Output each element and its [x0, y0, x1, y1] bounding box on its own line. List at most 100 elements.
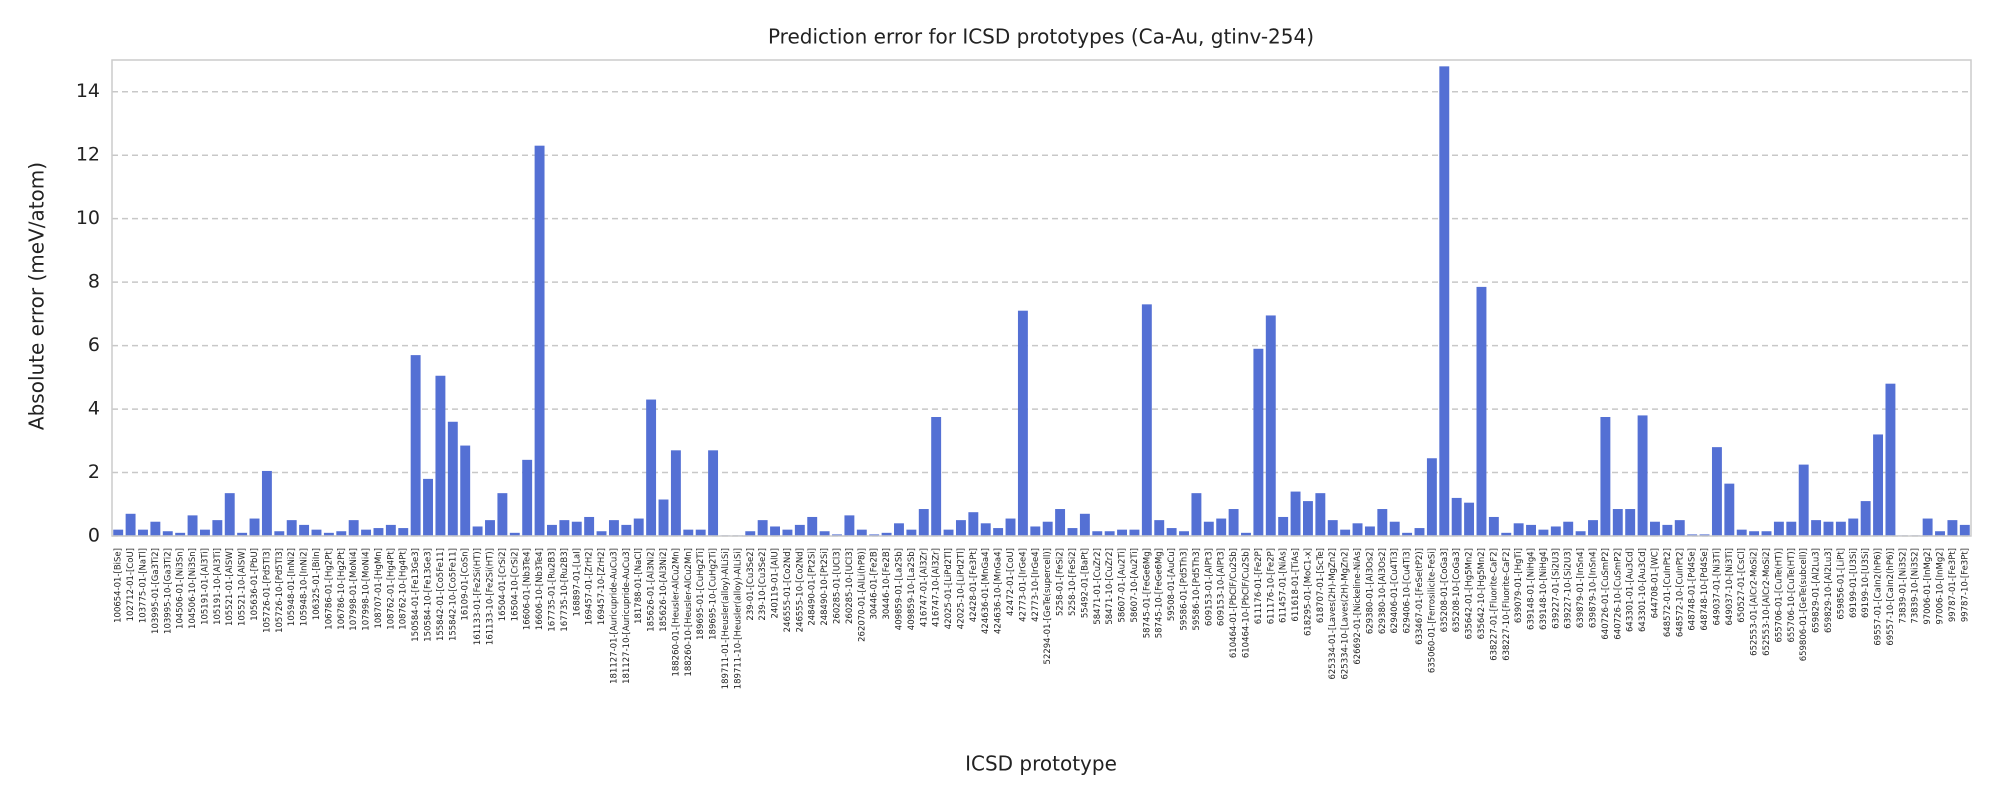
bar	[1464, 502, 1475, 536]
x-tick-label: 639148-10-[NiHg4]	[1539, 548, 1549, 630]
x-tick-label: 97006-01-[InMg2]	[1923, 548, 1933, 625]
bar	[794, 524, 805, 536]
x-tick-label: 108762-10-[Hg4Pt]	[399, 548, 409, 630]
x-axis-title: ICSD prototype	[965, 752, 1117, 776]
bar	[410, 355, 421, 536]
x-tick-label: 409859-10-[La2Sb]	[907, 548, 917, 630]
bar	[1290, 491, 1301, 536]
bar	[608, 520, 619, 536]
bar	[968, 512, 979, 536]
bar	[1575, 531, 1586, 536]
bar	[1588, 520, 1598, 536]
bar	[1699, 534, 1710, 536]
x-tick-label: 42472-01-[CoU]	[1006, 548, 1016, 616]
x-tick-label: 652553-10-[AlCr2-MoSi2]	[1762, 548, 1772, 656]
bar	[1885, 383, 1896, 536]
bar	[385, 524, 396, 536]
bar	[1600, 417, 1611, 536]
bar	[1191, 493, 1202, 536]
bar	[373, 528, 384, 536]
bar	[955, 520, 966, 536]
x-tick-label: 609153-10-[AlPt3]	[1217, 548, 1227, 626]
bar	[1959, 524, 1970, 536]
y-tick-label: 8	[88, 271, 100, 293]
plot-frame	[111, 59, 1972, 537]
bar	[621, 524, 632, 536]
x-tick-label: 260285-01-[UCl3]	[833, 548, 843, 624]
x-tick-label: 181127-01-[Auricupride-AuCu3]	[609, 548, 619, 684]
x-tick-label: 102712-01-[CoU]	[126, 548, 136, 621]
bar	[633, 518, 644, 536]
x-tick-label: 625334-01-[Laves(2H)-MgZn2]	[1328, 548, 1338, 680]
bar	[1711, 447, 1722, 536]
x-tick-label: 618707-01-[ScTe]	[1316, 548, 1326, 623]
x-tick-label: 106325-01-[BiIn]	[312, 548, 322, 620]
bar	[249, 518, 260, 536]
bar	[1327, 520, 1338, 536]
x-tick-label: 103775-01-[NaTl]	[138, 548, 148, 623]
bar	[1501, 532, 1512, 536]
x-tick-label: 16109-01-[CoSn]	[461, 548, 471, 621]
bar	[237, 532, 248, 536]
x-tick-label: 161133-10-[Fe2Si(HT)]	[485, 548, 495, 645]
bar	[1228, 509, 1239, 536]
bar	[323, 532, 334, 536]
bar	[745, 531, 756, 536]
x-tick-label: 181788-01-[NaCl]	[634, 548, 644, 624]
x-tick-label: 648748-10-[Pd4Se]	[1700, 548, 1710, 631]
bar	[1402, 532, 1413, 536]
x-tick-label: 650527-01-[CsCl]	[1737, 548, 1747, 623]
bar	[113, 529, 124, 536]
bar	[1947, 520, 1958, 536]
bar	[993, 528, 1004, 536]
bar	[1488, 516, 1499, 536]
bar	[224, 493, 235, 536]
bar	[1513, 523, 1524, 536]
bar	[1811, 520, 1822, 536]
x-tick-label: 246555-01-[Co2Nd]	[783, 548, 793, 632]
x-tick-label: 626692-01-[Nickeline-NiAs]	[1353, 548, 1363, 665]
y-tick-label: 4	[88, 398, 100, 420]
x-tick-label: 104506-10-[Ni3Sn]	[188, 548, 198, 629]
x-tick-label: 16504-01-[CrSi2]	[498, 548, 508, 621]
bar	[1154, 520, 1165, 536]
x-tick-label: 655706-01-[CuTe(HT)]	[1774, 548, 1784, 643]
x-tick-label: 150584-01-[Fe13Ge3]	[411, 548, 421, 642]
bar	[1526, 524, 1536, 536]
bar	[1203, 521, 1214, 536]
x-tick-label: 169457-01-[ZrH2]	[585, 548, 595, 625]
bar	[1873, 434, 1884, 536]
x-tick-label: 635642-10-[Hg5Mn2]	[1477, 548, 1487, 639]
bar	[1265, 315, 1276, 536]
x-tick-label: 416747-01-[Al3Zr]	[919, 548, 929, 627]
x-tick-label: 42428-01-[Fe3Pt]	[969, 548, 979, 622]
x-tick-label: 150584-10-[Fe13Ge3]	[424, 548, 434, 642]
y-axis-title: Absolute error (meV/atom)	[25, 162, 49, 430]
bar	[286, 520, 297, 536]
bar	[485, 520, 495, 536]
x-tick-label: 73839-01-[Ni3S2]	[1898, 548, 1908, 624]
x-tick-label: 659829-10-[Al2Lu3]	[1824, 548, 1834, 633]
bar	[1352, 523, 1363, 536]
bar	[1253, 348, 1264, 536]
x-tick-label: 58745-01-[FeGe6Mg]	[1142, 548, 1152, 638]
bar	[398, 528, 409, 536]
x-tick-label: 611457-01-[NiAs]	[1279, 548, 1289, 623]
x-tick-label: 106786-01-[Hg2Pt]	[324, 548, 334, 630]
bar	[1749, 531, 1760, 536]
x-tick-label: 58745-10-[FeGe6Mg]	[1155, 548, 1165, 638]
x-tick-label: 169457-10-[ZrH2]	[597, 548, 607, 625]
x-tick-label: 648572-10-[CuInPt2]	[1675, 548, 1685, 637]
x-tick-label: 108707-01-[HgMn]	[374, 548, 384, 629]
x-tick-label: 611618-01-[TiAs]	[1291, 548, 1301, 622]
y-tick-label: 0	[88, 525, 100, 547]
x-tick-label: 262070-01-[AlLi(hP8)]	[857, 548, 867, 642]
x-tick-label: 42025-10-[LiPd2Tl]	[956, 548, 966, 629]
x-tick-label: 248490-10-[Pt2Si]	[820, 548, 830, 626]
bar	[1092, 531, 1103, 536]
x-tick-label: 643301-01-[Au3Cd]	[1626, 548, 1636, 632]
x-tick-label: 639148-01-[NiHg4]	[1527, 548, 1537, 630]
bar	[1315, 493, 1326, 536]
x-tick-label: 97006-10-[InMg2]	[1936, 548, 1946, 625]
bar	[1835, 521, 1846, 536]
